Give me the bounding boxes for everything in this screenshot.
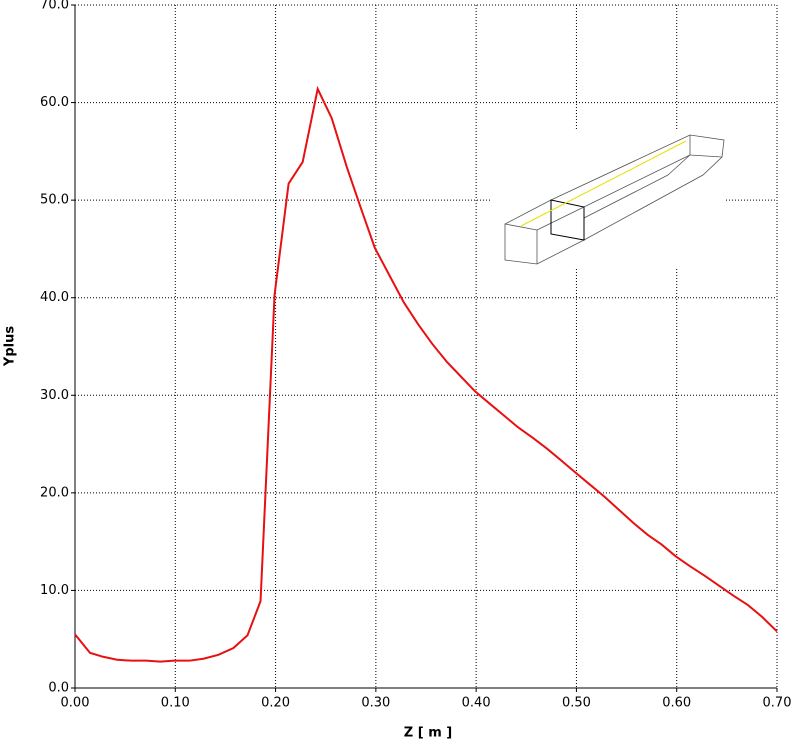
data-line: [74, 85, 778, 663]
y-tick-label: 20.0: [40, 485, 69, 500]
grid: [74, 4, 778, 689]
x-tick-label: 0.70: [763, 696, 792, 711]
y-tick-label: 0.0: [48, 681, 69, 696]
y-tick-label: 30.0: [40, 388, 69, 403]
x-tick-label: 0.40: [462, 696, 491, 711]
x-tick-label: 0.50: [562, 696, 591, 711]
y-tick-label: 60.0: [40, 95, 69, 110]
x-axis-label: Z [ m ]: [404, 726, 452, 741]
y-axis-label: Yplus: [3, 326, 18, 367]
y-tick-label: 70.0: [40, 0, 69, 13]
y-tick-label: 10.0: [40, 583, 69, 598]
x-tick-label: 0.20: [261, 696, 290, 711]
y-tick-label: 50.0: [40, 193, 69, 208]
x-tick-label: 0.60: [662, 696, 691, 711]
x-tick-label: 0.00: [61, 696, 90, 711]
geometry-inset: [490, 130, 725, 268]
y-tick-label: 40.0: [40, 290, 69, 305]
x-tick-label: 0.10: [161, 696, 190, 711]
x-tick-label: 0.30: [361, 696, 390, 711]
